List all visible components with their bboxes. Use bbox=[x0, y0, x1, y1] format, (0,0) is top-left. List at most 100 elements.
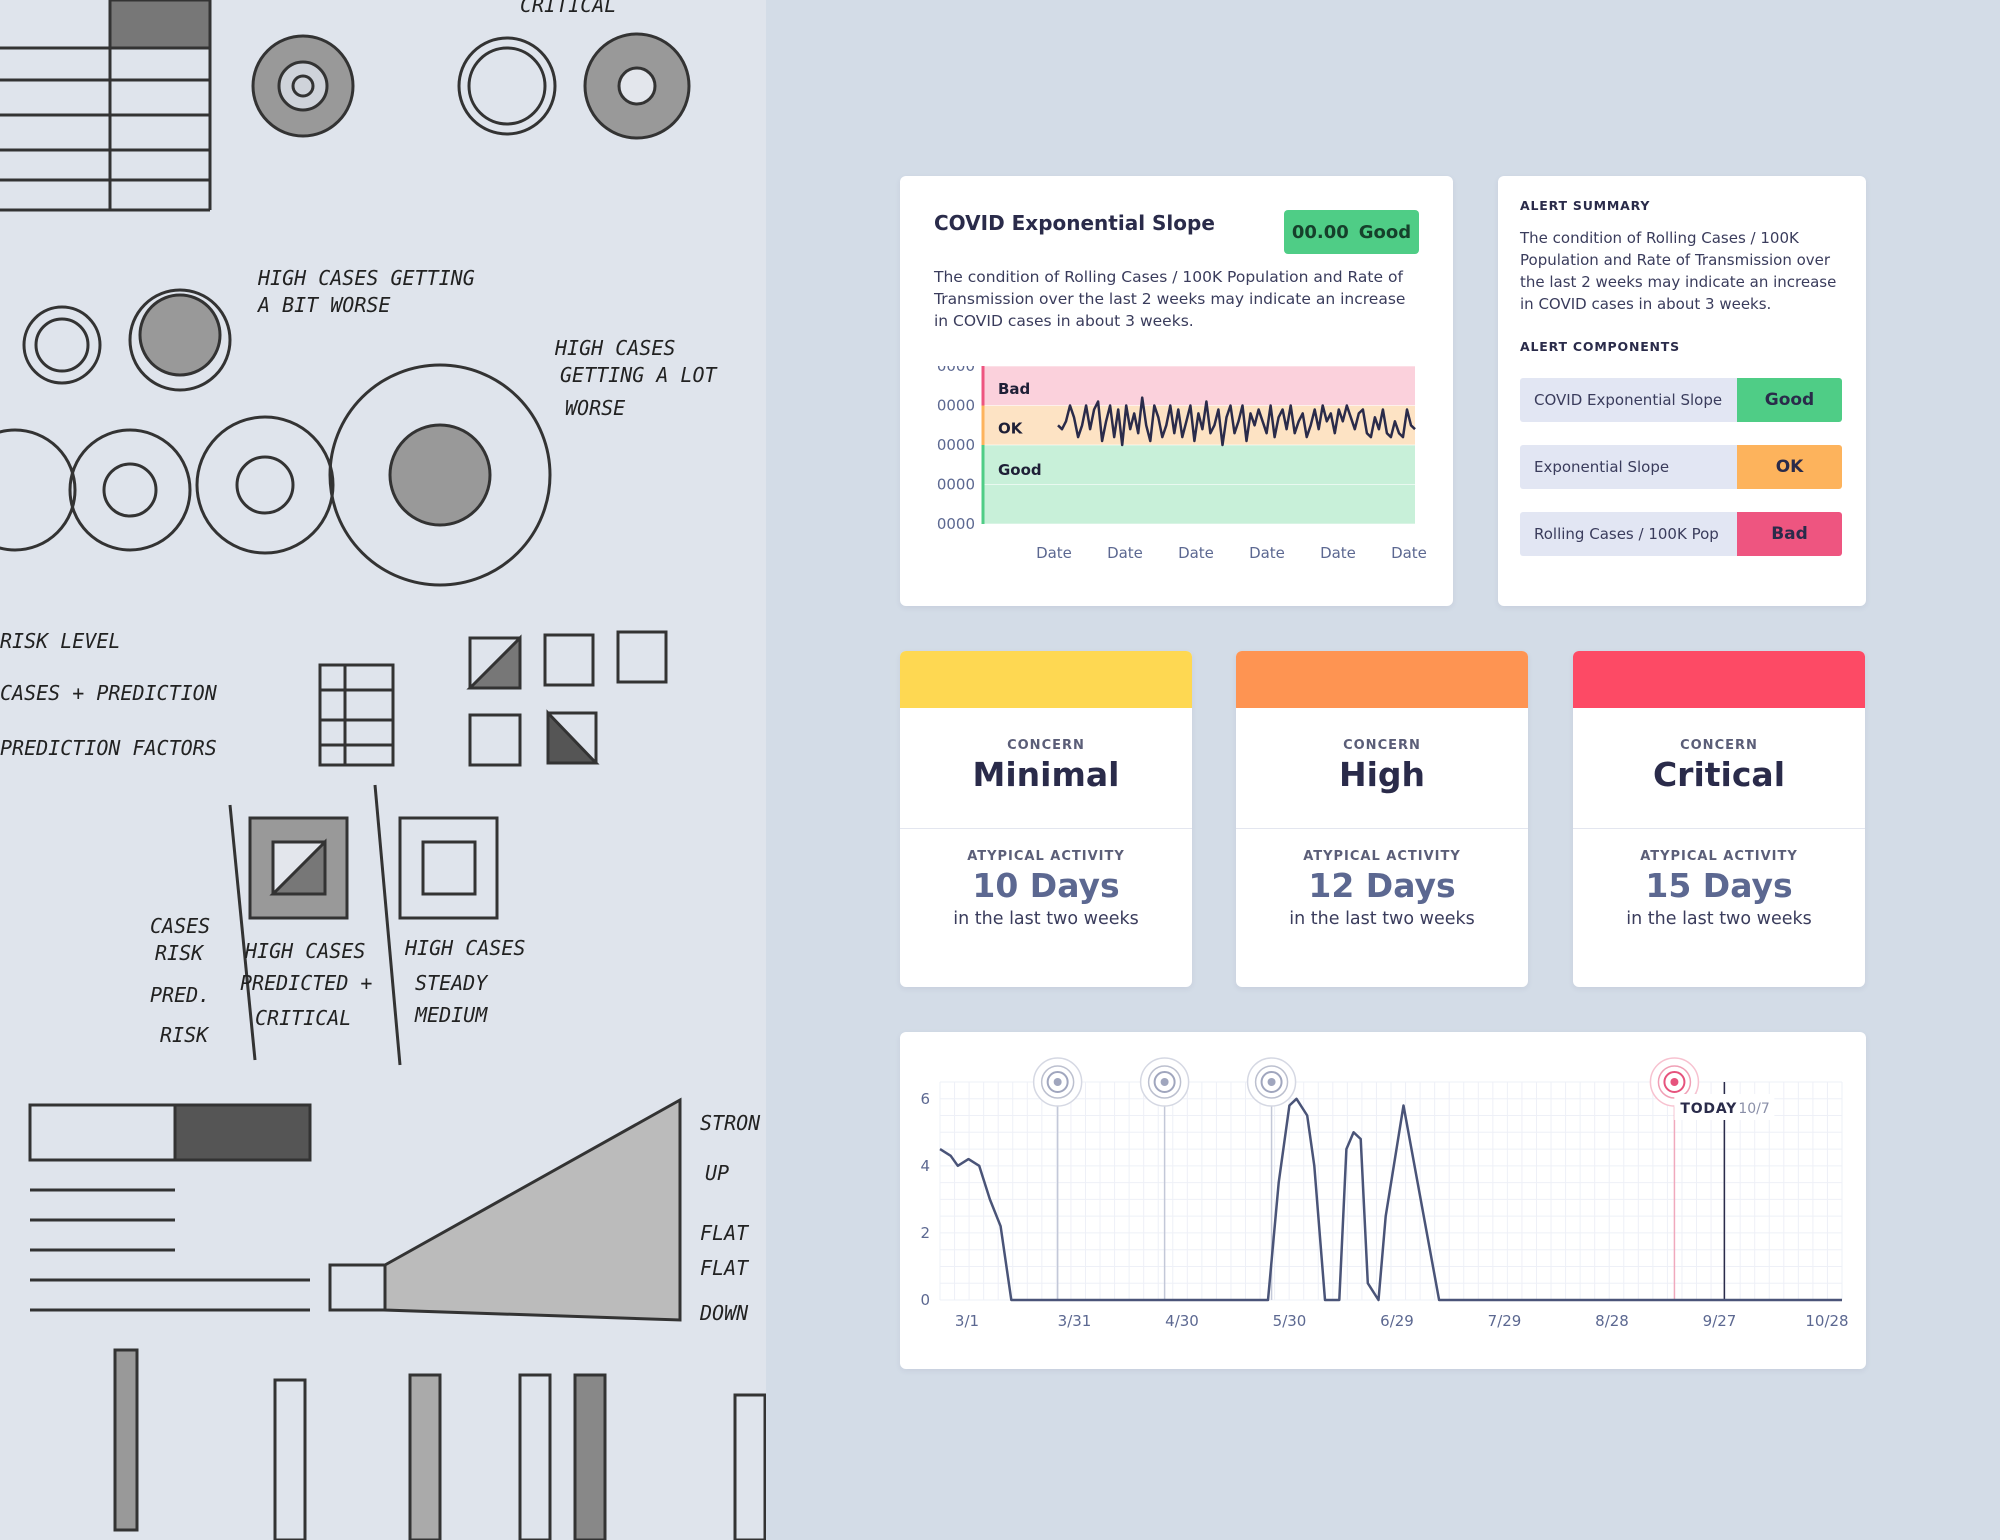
event-marker-ring bbox=[1147, 1065, 1182, 1099]
svg-text:MEDIUM: MEDIUM bbox=[414, 1003, 488, 1027]
today-label: TODAY bbox=[1680, 1101, 1737, 1117]
badge-label: Good bbox=[1358, 221, 1412, 243]
alert-component[interactable]: Rolling Cases / 100K Pop Bad bbox=[1520, 512, 1842, 556]
series-line bbox=[939, 1097, 1842, 1302]
activity-period: in the last two weeks bbox=[1626, 909, 1812, 929]
summary-heading: ALERT SUMMARY bbox=[1520, 198, 1651, 213]
x-tick-label: Date bbox=[1036, 544, 1072, 562]
event-marker-ring bbox=[1046, 1071, 1069, 1093]
component-status: OK bbox=[1737, 445, 1842, 489]
event-marker-ring bbox=[1260, 1071, 1283, 1093]
band-label: Bad bbox=[998, 380, 1030, 398]
band-bad bbox=[983, 366, 1415, 406]
svg-text:HIGH CASES: HIGH CASES bbox=[244, 939, 365, 963]
concern-level: High bbox=[1338, 755, 1426, 794]
concern-level: Critical bbox=[1652, 755, 1786, 794]
activity-label: ATYPICAL ACTIVITY bbox=[1640, 849, 1798, 864]
divider bbox=[1236, 828, 1528, 829]
event-marker-ring bbox=[1153, 1071, 1176, 1093]
event-marker-dot bbox=[1670, 1078, 1679, 1086]
svg-text:PRED.: PRED. bbox=[150, 983, 210, 1007]
sketch-photo: CRITICAL HIGH CASES GETTING A BIT WORSE … bbox=[0, 0, 766, 1540]
svg-text:GETTING A LOT: GETTING A LOT bbox=[560, 363, 718, 387]
y-tick-label: 0000 bbox=[937, 397, 975, 415]
svg-text:PREDICTION FACTORS: PREDICTION FACTORS bbox=[0, 736, 217, 760]
svg-text:CASES: CASES bbox=[150, 914, 210, 938]
concern-level: Minimal bbox=[972, 755, 1120, 794]
x-tick-label: 6/29 bbox=[1380, 1312, 1414, 1330]
y-tick-label: 6 bbox=[920, 1090, 930, 1108]
svg-text:STEADY: STEADY bbox=[415, 971, 489, 995]
x-tick-label: 10/28 bbox=[1805, 1312, 1848, 1330]
timeline-card: 0 2 4 6 3/1 3/31 4/30 5/30 6/29 7/29 8/28 9/27 10/28… bbox=[900, 1032, 1866, 1369]
y-tick-label: 0000 bbox=[937, 366, 975, 375]
y-tick-label: 2 bbox=[920, 1224, 930, 1242]
svg-text:CRITICAL: CRITICAL bbox=[255, 1006, 351, 1030]
activity-period: in the last two weeks bbox=[953, 909, 1139, 929]
component-status: Good bbox=[1737, 378, 1842, 422]
y-tick-label: 0000 bbox=[937, 436, 975, 454]
x-tick-label: Date bbox=[1107, 544, 1143, 562]
concern-card-minimal: CONCERN Minimal ATYPICAL ACTIVITY 10 Day… bbox=[900, 651, 1192, 987]
timeline-chart: 0 2 4 6 3/1 3/31 4/30 5/30 6/29 7/29 8/28 9/27 10/28… bbox=[920, 1057, 1849, 1330]
event-marker-dot bbox=[1053, 1078, 1062, 1086]
y-tick-label: 4 bbox=[920, 1157, 930, 1175]
svg-text:FLAT: FLAT bbox=[700, 1221, 750, 1245]
svg-text:UP: UP bbox=[705, 1161, 729, 1185]
status-badge: 00.00 Good bbox=[1284, 210, 1419, 254]
svg-text:A BIT WORSE: A BIT WORSE bbox=[256, 293, 390, 317]
component-name: Exponential Slope bbox=[1520, 445, 1737, 489]
slope-chart: Bad OK Good 0000 0000 0000 0000 0000 Date Date Dat… bbox=[937, 366, 1427, 562]
x-tick-label: Date bbox=[1391, 544, 1427, 562]
event-marker-ring bbox=[1663, 1071, 1686, 1093]
svg-text:RISK LEVEL: RISK LEVEL bbox=[0, 629, 120, 653]
today-label-bg bbox=[1674, 1094, 1775, 1120]
x-tick-label: 9/27 bbox=[1703, 1312, 1737, 1330]
concern-color-bar bbox=[1236, 651, 1528, 708]
today-date: 10/7 bbox=[1738, 1101, 1769, 1117]
component-name: COVID Exponential Slope bbox=[1520, 378, 1737, 422]
x-tick-label: Date bbox=[1249, 544, 1285, 562]
svg-text:HIGH CASES: HIGH CASES bbox=[554, 336, 675, 360]
card-description: The condition of Rolling Cases / 100K Po… bbox=[934, 268, 1406, 330]
y-tick-label: 0000 bbox=[937, 476, 975, 494]
card-title: COVID Exponential Slope bbox=[934, 211, 1215, 235]
concern-label: CONCERN bbox=[1343, 738, 1421, 753]
svg-text:PREDICTED +: PREDICTED + bbox=[240, 971, 372, 995]
activity-label: ATYPICAL ACTIVITY bbox=[1303, 849, 1461, 864]
svg-text:STRON: STRON bbox=[700, 1111, 761, 1135]
component-name: Rolling Cases / 100K Pop bbox=[1520, 512, 1737, 556]
svg-text:RISK: RISK bbox=[160, 1023, 210, 1047]
svg-text:RISK: RISK bbox=[155, 941, 205, 965]
svg-text:CRITICAL: CRITICAL bbox=[520, 0, 616, 17]
divider bbox=[1573, 828, 1865, 829]
band-label: Good bbox=[998, 461, 1042, 479]
alert-component[interactable]: COVID Exponential Slope Good bbox=[1520, 378, 1842, 422]
x-tick-label: 7/29 bbox=[1488, 1312, 1522, 1330]
activity-label: ATYPICAL ACTIVITY bbox=[967, 849, 1125, 864]
svg-text:CASES + PREDICTION: CASES + PREDICTION bbox=[0, 681, 218, 705]
activity-days: 12 Days bbox=[1308, 866, 1456, 905]
divider bbox=[900, 828, 1192, 829]
concern-card-critical: CONCERN Critical ATYPICAL ACTIVITY 15 Da… bbox=[1573, 651, 1865, 987]
summary-text: The condition of Rolling Cases / 100K Po… bbox=[1520, 229, 1837, 313]
x-tick-label: Date bbox=[1178, 544, 1214, 562]
activity-days: 10 Days bbox=[972, 866, 1120, 905]
concern-color-bar bbox=[1573, 651, 1865, 708]
event-marker-dot bbox=[1160, 1078, 1169, 1086]
event-marker-ring bbox=[1254, 1065, 1289, 1099]
exponential-slope-card: COVID Exponential Slope 00.00 Good The c… bbox=[900, 176, 1453, 606]
series-line bbox=[1057, 396, 1416, 447]
concern-label: CONCERN bbox=[1007, 738, 1085, 753]
event-marker-dot bbox=[1267, 1078, 1276, 1086]
x-tick-label: 4/30 bbox=[1165, 1312, 1199, 1330]
band-ok bbox=[983, 405, 1415, 445]
alert-component[interactable]: Exponential Slope OK bbox=[1520, 445, 1842, 489]
x-tick-label: Date bbox=[1320, 544, 1356, 562]
concern-color-bar bbox=[900, 651, 1192, 708]
svg-text:WORSE: WORSE bbox=[565, 396, 625, 420]
y-tick-label: 0 bbox=[920, 1291, 930, 1309]
band-label: OK bbox=[998, 420, 1024, 438]
svg-text:FLAT: FLAT bbox=[700, 1256, 750, 1280]
concern-card-high: CONCERN High ATYPICAL ACTIVITY 12 Days i… bbox=[1236, 651, 1528, 987]
